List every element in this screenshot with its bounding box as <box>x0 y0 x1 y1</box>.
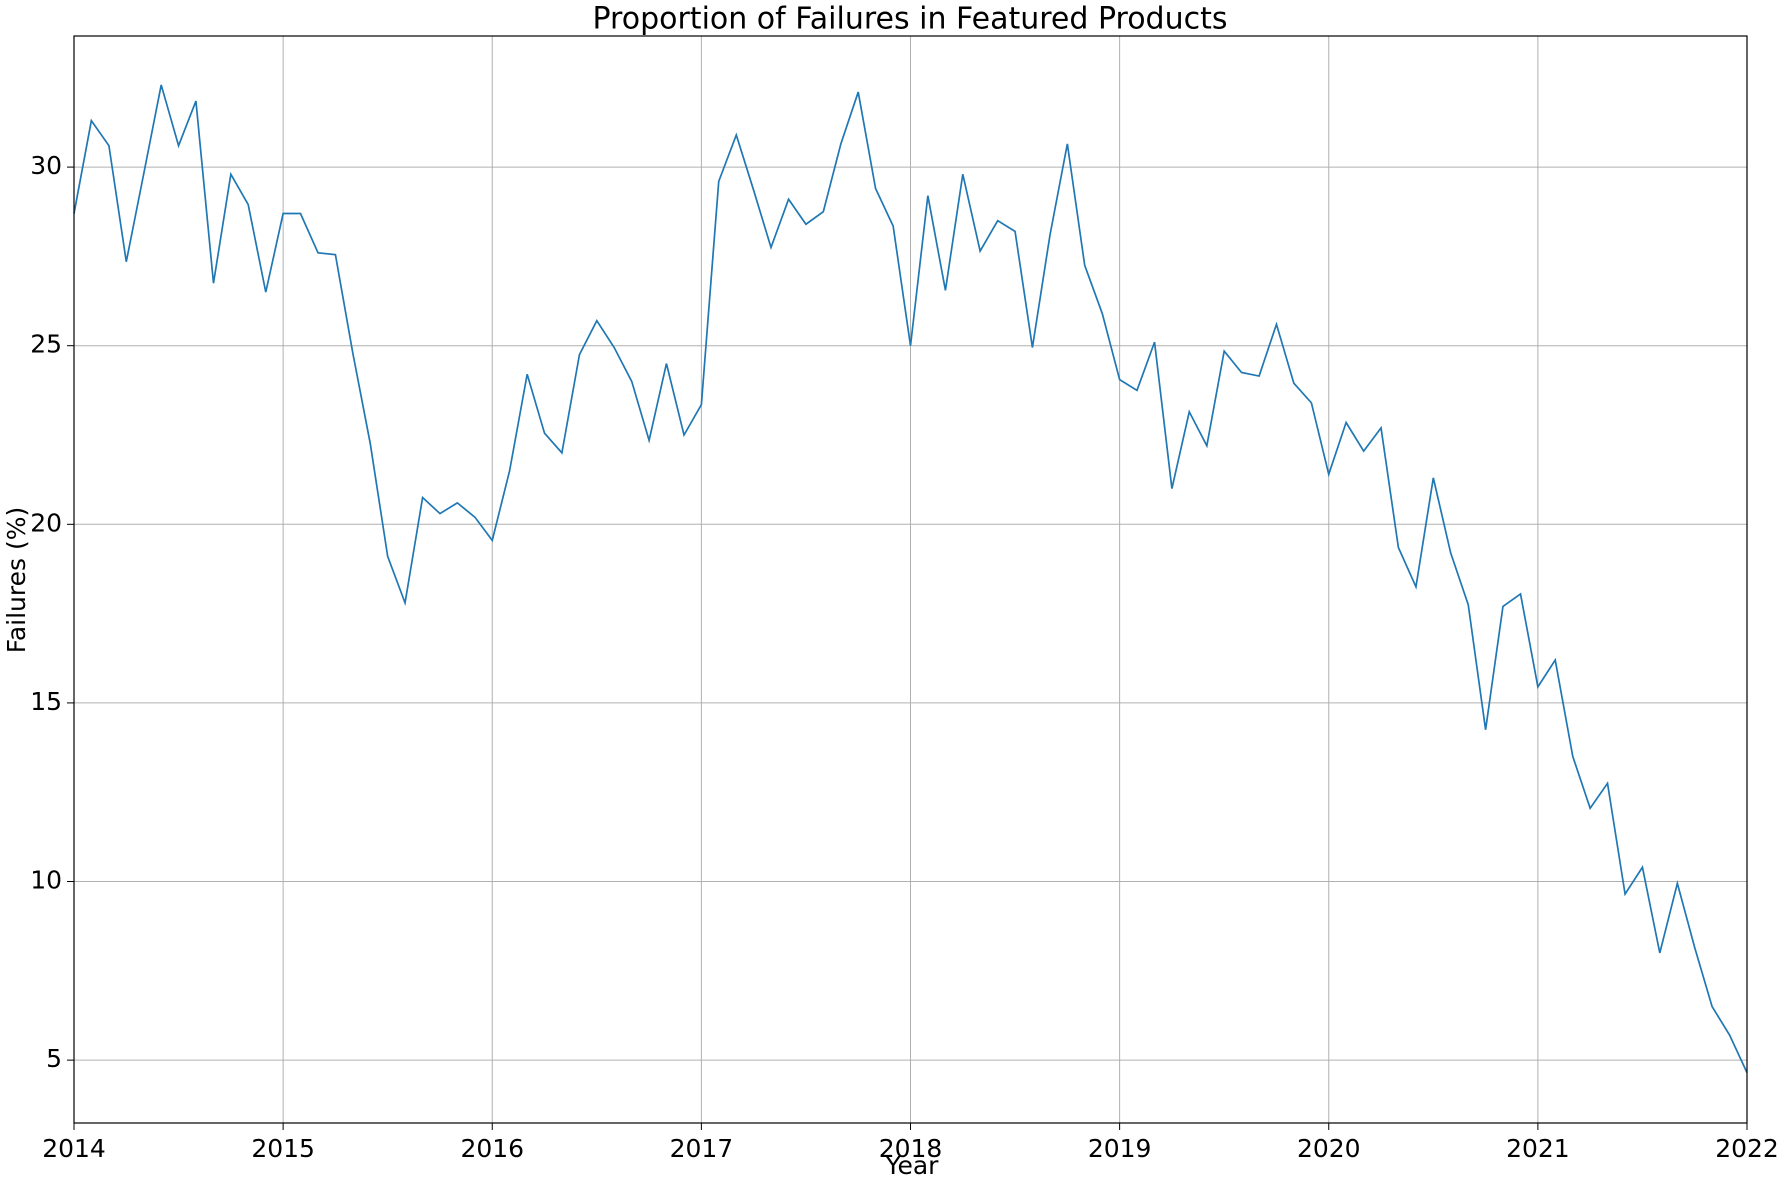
x-tick-label: 2021 <box>1506 1134 1570 1163</box>
chart-title: Proportion of Failures in Featured Produ… <box>592 2 1227 37</box>
x-tick-label: 2022 <box>1715 1134 1779 1163</box>
x-tick-label: 2016 <box>460 1134 524 1163</box>
y-tick-label: 30 <box>30 151 62 180</box>
x-tick-label: 2015 <box>251 1134 315 1163</box>
x-tick-label: 2019 <box>1088 1134 1152 1163</box>
x-axis-label: Year <box>885 1151 940 1180</box>
x-tick-label: 2014 <box>42 1134 106 1163</box>
plot-frame <box>73 35 1748 1124</box>
y-tick-label: 25 <box>30 330 62 359</box>
y-tick-label: 20 <box>30 508 62 537</box>
x-tick-label: 2018 <box>879 1134 943 1163</box>
data-line <box>73 84 1748 1073</box>
x-tick-label: 2017 <box>670 1134 734 1163</box>
x-tick-label: 2020 <box>1297 1134 1361 1163</box>
y-tick-label: 15 <box>30 687 62 716</box>
y-tick-label: 5 <box>46 1044 62 1073</box>
y-axis-label: Failures (%) <box>2 507 31 653</box>
y-tick-label: 10 <box>30 866 62 895</box>
